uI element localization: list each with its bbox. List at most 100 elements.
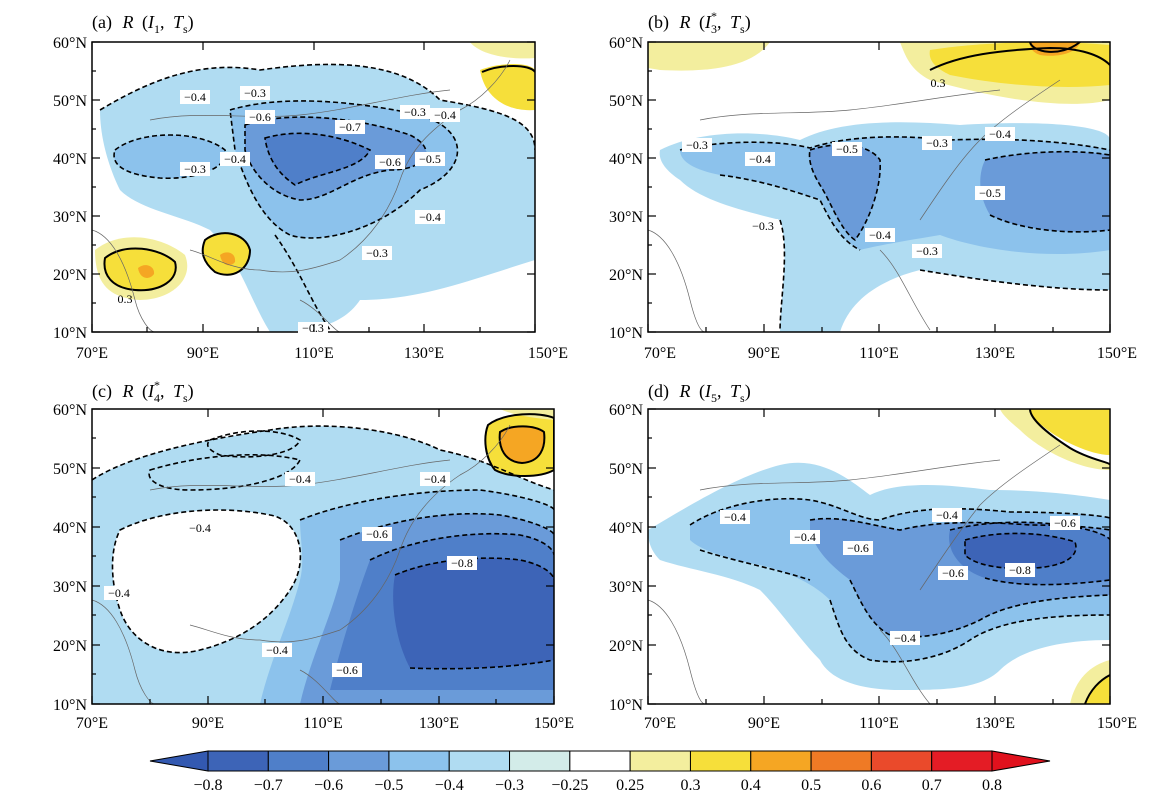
panel-c: −0.4 −0.4 −0.4 −0.6 −0.8 −0.4 −0.4 −0.6 …	[53, 378, 574, 732]
contour-label: −0.4	[890, 631, 920, 645]
svg-text:−0.4: −0.4	[989, 127, 1011, 141]
contour-line	[849, 579, 1110, 638]
lon-label: 90°E	[748, 345, 780, 362]
panel-a-pos-contours	[103, 65, 535, 292]
contour-line	[699, 549, 811, 581]
contour-line	[229, 100, 459, 239]
pos-region-southeast-core	[1085, 675, 1110, 704]
contour-line	[409, 659, 554, 670]
colorbar-label: −0.25	[551, 777, 588, 794]
contour-line	[369, 532, 554, 561]
lon-label: 90°E	[748, 715, 780, 732]
neg-region-deepest	[965, 533, 1076, 569]
contour-label: −0.3	[912, 244, 942, 258]
pos-region-top	[648, 42, 770, 71]
contour-label: −0.3	[180, 162, 210, 176]
pos-region-northeast	[480, 64, 535, 111]
lon-label: 90°E	[187, 345, 219, 362]
coastline	[92, 229, 156, 332]
colorbar-swatch	[328, 750, 390, 772]
svg-text:0.3: 0.3	[118, 292, 133, 306]
contour-label: −0.4	[790, 530, 820, 544]
svg-text:−0.4: −0.4	[184, 90, 206, 104]
contour-line	[244, 116, 427, 201]
svg-text:−0.5: −0.5	[836, 142, 858, 156]
lat-label: 20°N	[609, 638, 643, 655]
panel-b-lon-labels: 70°E 90°E 110°E 130°E 150°E	[644, 345, 1137, 362]
coastline	[149, 89, 451, 121]
lon-label: 70°E	[76, 345, 108, 362]
lon-label: 70°E	[644, 715, 676, 732]
contour-label: −0.4	[104, 586, 134, 600]
panel-d-shading	[648, 409, 1110, 704]
lat-label: 40°N	[53, 151, 87, 168]
lon-label: 150°E	[1097, 345, 1137, 362]
lat-label: 50°N	[609, 461, 643, 478]
colorbar-label: −0.6	[314, 777, 343, 794]
pos-region-bay-peak	[220, 252, 236, 266]
panel-a-lat-labels: 60°N 50°N 40°N 30°N 20°N 10°N	[53, 35, 87, 342]
coastline	[648, 599, 706, 704]
contour-line	[103, 247, 177, 292]
panel-c-pos-contours	[484, 413, 554, 477]
panel-b-coastlines	[648, 79, 1061, 332]
svg-text:−0.3: −0.3	[686, 138, 708, 152]
lon-label: 70°E	[644, 345, 676, 362]
panel-a: −0.4 −0.3 −0.6 −0.7 −0.3 −0.4 −0.4 −0.6 …	[53, 12, 568, 362]
contour-label: −0.6	[332, 663, 362, 677]
svg-text:−0.8: −0.8	[451, 556, 473, 570]
coastline	[189, 59, 511, 273]
panel-b-ticks	[647, 41, 1111, 333]
panel-c-shading	[92, 409, 554, 704]
svg-text:−0.5: −0.5	[419, 152, 441, 166]
pos-region-northeast-top	[470, 42, 535, 59]
panel-b-contours	[679, 136, 1110, 332]
svg-text:−0.3: −0.3	[244, 86, 266, 100]
neg-region-center	[809, 144, 881, 240]
lon-label: 70°E	[76, 715, 108, 732]
contour-label: −0.4	[745, 152, 775, 166]
colorbar-label: −0.8	[193, 777, 222, 794]
contour-label: −0.8	[447, 556, 477, 570]
neg-region-deepest	[265, 133, 370, 185]
colorbar: −0.8 −0.7 −0.6 −0.5 −0.4 −0.3 −0.25 0.25 0.3 0.4 0…	[149, 750, 1051, 794]
contour-line	[201, 232, 252, 276]
panel-d-contour-labels: −0.4 −0.4 −0.6 −0.4 −0.6 −0.6 −0.8 −0.4	[720, 508, 1080, 645]
contour-line	[919, 269, 1110, 291]
contour-label: −0.4	[420, 472, 450, 486]
contour-label: −0.5	[975, 186, 1005, 200]
contour-label: −0.6	[362, 527, 392, 541]
colorbar-swatch	[629, 750, 691, 772]
panel-a-contour-labels: −0.4 −0.3 −0.6 −0.7 −0.3 −0.4 −0.4 −0.6 …	[118, 86, 460, 335]
colorbar-swatch	[448, 750, 511, 772]
contour-line	[299, 489, 554, 521]
colorbar-label: 0.25	[616, 777, 644, 794]
lat-label: 30°N	[609, 209, 643, 226]
svg-text:−0.3: −0.3	[404, 105, 426, 119]
svg-text:−0.6: −0.6	[336, 663, 358, 677]
svg-text:−0.4: −0.4	[108, 586, 130, 600]
svg-text:−0.6: −0.6	[942, 566, 964, 580]
contour-label: −0.6	[1050, 516, 1080, 530]
panel-b-title: (b) R (I* 3, Ts)	[648, 9, 751, 36]
colorbar-swatch	[689, 750, 752, 772]
contour-label: 0.3	[118, 292, 133, 306]
lat-label: 50°N	[53, 93, 87, 110]
contour-label: −0.4	[185, 521, 215, 535]
colorbar-swatch	[569, 750, 631, 772]
contour-label: −0.6	[843, 541, 873, 555]
svg-text:0.3: 0.3	[931, 76, 946, 90]
colorbar-label: 0.5	[801, 777, 821, 794]
lon-label: 110°E	[303, 715, 343, 732]
svg-text:−0.4: −0.4	[189, 521, 211, 535]
panel-a-lon-ticks	[91, 42, 536, 332]
svg-text:−0.3: −0.3	[302, 321, 324, 335]
coastline	[919, 444, 1061, 591]
panel-c-title: (c) R (I* 4, Ts)	[92, 378, 194, 405]
contour-label: −0.4	[180, 90, 210, 104]
neg-region-blank-west	[112, 510, 301, 653]
lon-label: 110°E	[859, 345, 899, 362]
panel-d: −0.4 −0.4 −0.6 −0.4 −0.6 −0.6 −0.8 −0.4 …	[609, 381, 1137, 732]
lat-label: 30°N	[609, 579, 643, 596]
